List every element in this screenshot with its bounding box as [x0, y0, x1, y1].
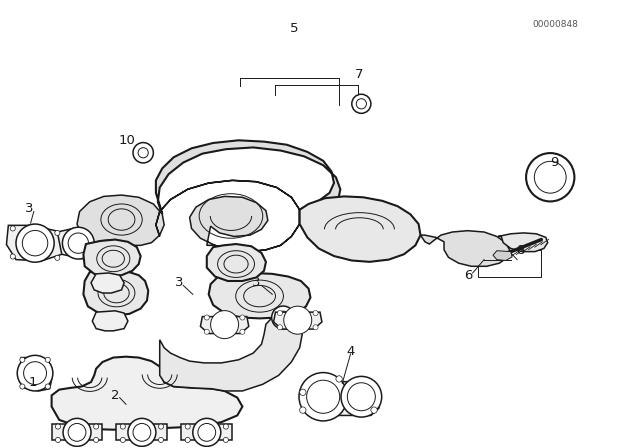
Text: 5: 5 — [291, 22, 299, 35]
Circle shape — [284, 306, 312, 334]
Circle shape — [63, 418, 91, 446]
Text: 3: 3 — [175, 276, 183, 289]
Text: 8: 8 — [516, 244, 525, 257]
Circle shape — [68, 423, 86, 441]
Polygon shape — [181, 424, 232, 440]
Polygon shape — [498, 233, 548, 252]
Circle shape — [45, 357, 51, 362]
Circle shape — [93, 437, 99, 443]
Circle shape — [120, 437, 125, 443]
Circle shape — [526, 153, 575, 202]
Polygon shape — [92, 311, 128, 331]
Circle shape — [128, 418, 156, 446]
Circle shape — [204, 315, 209, 320]
Circle shape — [63, 227, 94, 259]
Circle shape — [313, 310, 318, 315]
Circle shape — [277, 310, 282, 315]
Circle shape — [20, 357, 25, 362]
Circle shape — [277, 325, 282, 330]
Circle shape — [240, 315, 245, 320]
Polygon shape — [200, 317, 249, 333]
Circle shape — [371, 407, 377, 414]
Polygon shape — [156, 181, 300, 252]
Polygon shape — [91, 273, 124, 293]
Circle shape — [198, 423, 216, 441]
Polygon shape — [156, 140, 340, 224]
Polygon shape — [207, 244, 266, 281]
Text: 10: 10 — [118, 134, 136, 147]
Circle shape — [300, 389, 306, 396]
Polygon shape — [420, 231, 509, 266]
Circle shape — [271, 306, 294, 329]
Polygon shape — [83, 240, 141, 276]
Polygon shape — [58, 228, 99, 259]
Circle shape — [10, 254, 15, 259]
Circle shape — [20, 384, 25, 389]
Circle shape — [185, 424, 190, 429]
Circle shape — [138, 148, 148, 158]
Circle shape — [299, 373, 348, 421]
Text: 4: 4 — [346, 345, 355, 358]
Text: 9: 9 — [550, 156, 559, 169]
Circle shape — [300, 407, 306, 414]
Circle shape — [56, 424, 61, 429]
Polygon shape — [116, 424, 167, 440]
Circle shape — [223, 424, 228, 429]
Circle shape — [55, 255, 60, 260]
Circle shape — [159, 424, 164, 429]
Circle shape — [341, 376, 381, 417]
Polygon shape — [20, 358, 52, 391]
Polygon shape — [209, 273, 310, 319]
Polygon shape — [160, 315, 302, 391]
Circle shape — [352, 94, 371, 113]
Polygon shape — [77, 195, 164, 246]
Circle shape — [24, 362, 47, 384]
Text: 00000848: 00000848 — [532, 20, 579, 29]
Circle shape — [204, 329, 209, 334]
Circle shape — [240, 329, 245, 334]
Circle shape — [307, 380, 340, 414]
Circle shape — [276, 311, 289, 324]
Circle shape — [16, 224, 54, 262]
Text: 2: 2 — [111, 389, 120, 402]
Circle shape — [120, 424, 125, 429]
Circle shape — [22, 230, 48, 256]
Circle shape — [17, 355, 53, 391]
Polygon shape — [52, 357, 243, 430]
Circle shape — [68, 233, 88, 253]
Circle shape — [223, 437, 228, 443]
Polygon shape — [273, 312, 322, 329]
Circle shape — [55, 230, 60, 236]
Circle shape — [133, 142, 154, 163]
Polygon shape — [300, 196, 420, 262]
Circle shape — [10, 226, 15, 231]
Circle shape — [336, 376, 342, 382]
Circle shape — [211, 310, 239, 339]
Circle shape — [93, 424, 99, 429]
Circle shape — [348, 383, 375, 411]
Text: 3: 3 — [252, 276, 260, 289]
Circle shape — [159, 437, 164, 443]
Polygon shape — [303, 380, 379, 415]
Polygon shape — [6, 225, 65, 261]
Text: 1: 1 — [28, 375, 36, 388]
Circle shape — [45, 384, 51, 389]
Text: 6: 6 — [464, 269, 472, 282]
Circle shape — [133, 423, 151, 441]
Circle shape — [534, 161, 566, 193]
Bar — [477, 250, 541, 276]
Circle shape — [356, 99, 367, 109]
Circle shape — [193, 418, 221, 446]
Polygon shape — [493, 251, 512, 260]
Circle shape — [56, 437, 61, 443]
Polygon shape — [52, 424, 102, 440]
Circle shape — [185, 437, 190, 443]
Polygon shape — [83, 271, 148, 315]
Text: 7: 7 — [355, 69, 364, 82]
Circle shape — [313, 325, 318, 330]
Text: 3: 3 — [25, 202, 33, 215]
